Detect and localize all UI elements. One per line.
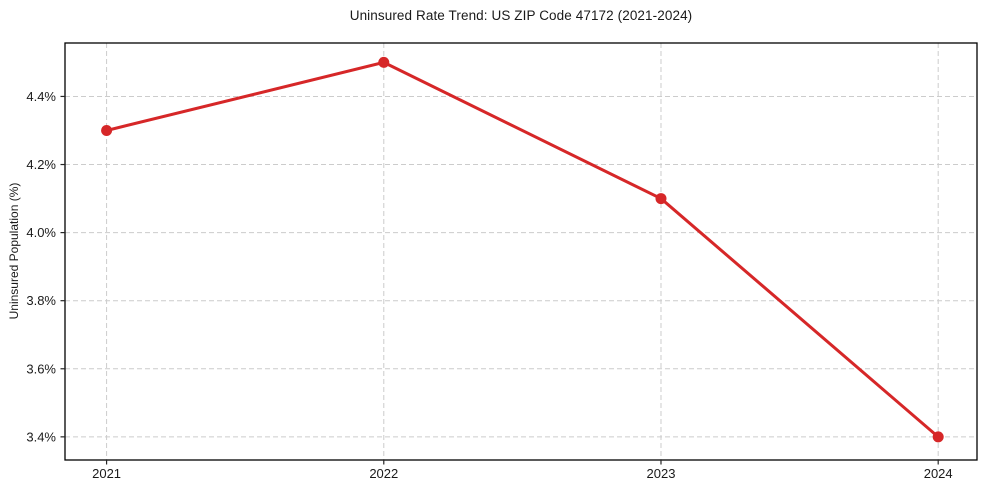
data-point-marker [932, 431, 944, 443]
x-tick-label: 2021 [92, 466, 121, 481]
x-tick-label: 2023 [647, 466, 676, 481]
plot-border [64, 42, 978, 461]
y-tick-label: 3.4% [26, 429, 56, 444]
x-tick-label: 2024 [924, 466, 953, 481]
data-point-marker [101, 124, 113, 136]
x-tick-label: 2022 [369, 466, 398, 481]
y-tick-label: 4.2% [26, 157, 56, 172]
data-point-marker [655, 193, 667, 205]
y-tick-label: 3.6% [26, 361, 56, 376]
y-tick-label: 4.0% [26, 225, 56, 240]
y-tick-label: 4.4% [26, 89, 56, 104]
y-tick-label: 3.8% [26, 293, 56, 308]
trend-line [105, 60, 940, 439]
data-point-marker [378, 56, 390, 68]
chart-title: Uninsured Rate Trend: US ZIP Code 47172 … [349, 8, 693, 23]
